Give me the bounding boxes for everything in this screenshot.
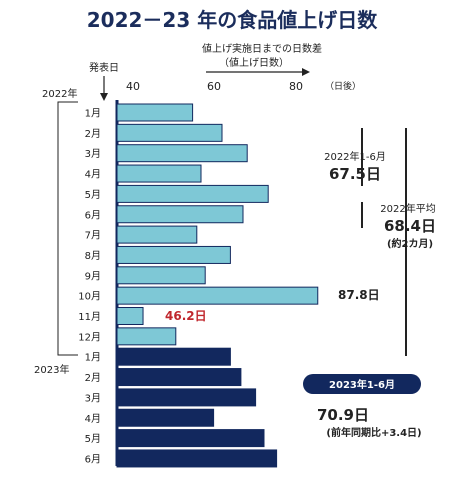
x-tick-label: 80 bbox=[289, 80, 303, 93]
month-label: 7月 bbox=[85, 230, 101, 242]
year-2023-label: 2023年 bbox=[34, 363, 69, 376]
year-2022-label: 2022年 bbox=[42, 87, 77, 100]
month-label: 3月 bbox=[85, 392, 101, 404]
month-labels: 1月 2月 3月 4月 5月 6月 7月 8月 9月 10月 11月 12月 1月 2月 3月 4月 5月 6月 bbox=[78, 108, 101, 466]
bar-2023-1 bbox=[116, 347, 231, 366]
bar-2022-3 bbox=[116, 144, 248, 163]
x-unit-label: （日後） bbox=[325, 80, 361, 92]
bar-2023-4 bbox=[116, 408, 215, 427]
bar-2022-2 bbox=[116, 123, 223, 142]
x-axis-caption-line2: （値上げ日数） bbox=[219, 56, 289, 69]
x-axis-caption-line1: 値上げ実施日までの日数差 bbox=[202, 42, 322, 55]
month-label: 1月 bbox=[85, 108, 101, 120]
bar-2023-2 bbox=[116, 368, 242, 387]
x-tick-label: 40 bbox=[126, 80, 140, 93]
month-label: 10月 bbox=[78, 291, 101, 303]
chart-title: 2022－23 年の食品値上げ日数 bbox=[87, 8, 378, 32]
bar-2022-5 bbox=[116, 184, 269, 203]
month-label: 12月 bbox=[78, 331, 101, 343]
bar-2022-7 bbox=[116, 225, 198, 244]
avg-2022-value: 68.4日 bbox=[384, 217, 436, 235]
month-label: 5月 bbox=[85, 189, 101, 201]
month-label: 1月 bbox=[85, 352, 101, 364]
avg-2022-label: 2022年平均 bbox=[380, 202, 435, 215]
x-tick-labels: 40 60 80 bbox=[126, 80, 303, 93]
bar-2023-6 bbox=[116, 449, 278, 468]
bar-label-oct-2022: 87.8日 bbox=[338, 288, 380, 302]
bar-2022-4 bbox=[116, 164, 202, 183]
month-label: 2月 bbox=[85, 372, 101, 384]
month-label: 8月 bbox=[85, 250, 101, 262]
h1-2022-label: 2022年1-6月 bbox=[324, 150, 386, 163]
x-axis-arrow bbox=[206, 68, 310, 76]
month-label: 9月 bbox=[85, 270, 101, 282]
month-label: 6月 bbox=[85, 209, 101, 221]
h1-2023-value: 70.9日 bbox=[317, 406, 369, 424]
month-label: 5月 bbox=[85, 433, 101, 445]
bar-2023-3 bbox=[116, 388, 257, 407]
month-label: 4月 bbox=[85, 413, 101, 425]
y-axis-caption: 発表日 bbox=[89, 61, 119, 74]
bars bbox=[116, 103, 319, 468]
bar-2022-8 bbox=[116, 245, 231, 264]
h1-2023-badge bbox=[303, 374, 421, 394]
bar-label-nov-2022: 46.2日 bbox=[165, 309, 207, 323]
y-axis-arrow bbox=[100, 76, 108, 101]
bar-2022-12 bbox=[116, 327, 177, 346]
month-label: 11月 bbox=[78, 311, 101, 323]
month-label: 6月 bbox=[85, 453, 101, 465]
bar-2022-11 bbox=[116, 307, 144, 325]
bar-2022-10 bbox=[116, 286, 319, 305]
month-label: 3月 bbox=[85, 148, 101, 160]
bar-2022-6 bbox=[116, 205, 244, 224]
month-label: 2月 bbox=[85, 128, 101, 140]
h1-2023-badge-text: 2023年1-6月 bbox=[329, 378, 395, 391]
month-label: 4月 bbox=[85, 169, 101, 181]
bracket-2022 bbox=[57, 101, 78, 356]
bar-2022-1 bbox=[116, 103, 194, 122]
avg-2022-note: (約2カ月) bbox=[387, 237, 433, 250]
bar-2023-5 bbox=[116, 429, 265, 448]
bar-2022-9 bbox=[116, 266, 206, 285]
h1-2023-note: (前年同期比+3.4日) bbox=[326, 426, 421, 439]
h1-2022-value: 67.5日 bbox=[329, 165, 381, 183]
x-tick-label: 60 bbox=[207, 80, 221, 93]
